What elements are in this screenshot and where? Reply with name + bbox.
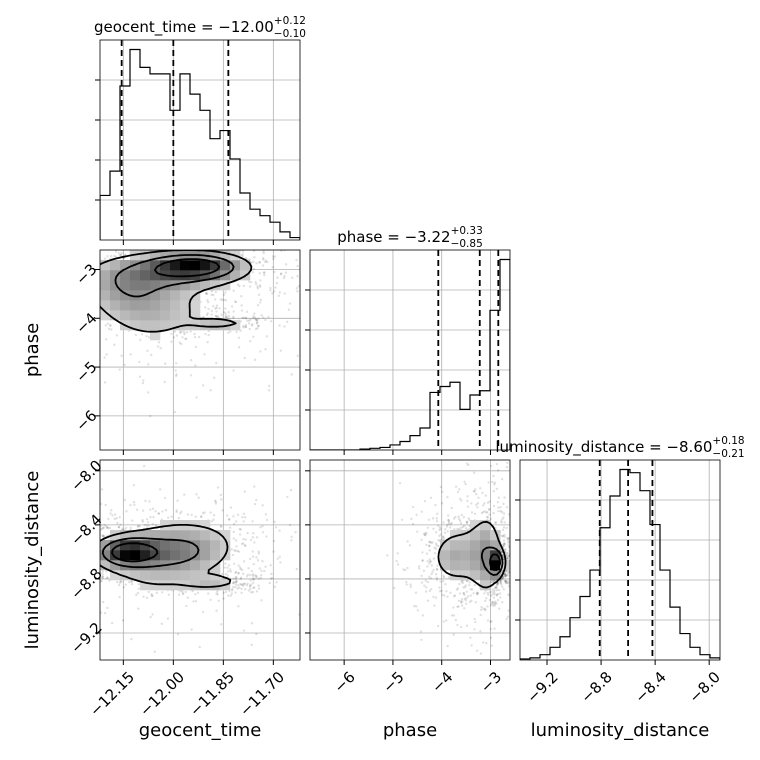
density-panel-geocent_time-luminosity_distance [100, 460, 300, 660]
title-phase: phase = −3.22+0.33 −0.85 [337, 225, 483, 250]
contour-line [114, 254, 235, 298]
x-tick-label: −6 [331, 668, 359, 696]
y-tick-label: −6 [72, 407, 100, 435]
panel-frame [99, 459, 301, 661]
hist-panel-luminosity_distance [520, 460, 720, 660]
contour-line [154, 258, 221, 278]
contour-line [100, 524, 232, 588]
x-tick-label: −8.0 [685, 668, 723, 706]
contour-line [100, 250, 253, 333]
x-axis-label-geocent_time: geocent_time [139, 720, 262, 741]
panel-frame [519, 459, 721, 661]
contour-line [111, 542, 159, 563]
panel-frame [99, 249, 301, 451]
x-tick-label: −12.15 [86, 668, 138, 720]
x-tick-label: −11.70 [236, 668, 288, 720]
y-tick-label: −5 [72, 358, 100, 386]
panel-frame [309, 459, 511, 661]
contour-line [101, 537, 200, 569]
histogram-step-geocent_time [100, 48, 300, 240]
x-tick-label: −4 [428, 668, 456, 696]
x-tick-label: −3 [477, 668, 505, 696]
y-axis-label-phase: phase [22, 323, 43, 377]
y-tick-label: −4 [72, 309, 100, 337]
x-tick-label: −12.00 [136, 668, 188, 720]
x-tick-label: −9.2 [523, 668, 561, 706]
hist-panel-phase [310, 250, 510, 450]
panel-frame [309, 249, 511, 451]
density-panel-geocent_time-phase [100, 250, 300, 450]
contour-line [489, 553, 501, 571]
y-tick-label: −3 [72, 260, 100, 288]
x-axis-label-luminosity_distance: luminosity_distance [531, 720, 710, 741]
panel-frame [99, 39, 301, 241]
histogram-step-luminosity_distance [520, 468, 720, 660]
hist-panel-geocent_time [100, 40, 300, 240]
density-panel-phase-luminosity_distance [310, 460, 510, 660]
y-axis-label-luminosity_distance: luminosity_distance [22, 471, 43, 650]
contour-line [437, 520, 507, 589]
x-tick-label: −5 [379, 668, 407, 696]
title-luminosity_distance: luminosity_distance = −8.60+0.18 −0.21 [495, 435, 744, 460]
contour-line [480, 546, 504, 576]
x-axis-label-phase: phase [383, 720, 437, 741]
x-tick-label: −8.4 [631, 668, 669, 706]
x-tick-label: −8.8 [577, 668, 615, 706]
title-geocent_time: geocent_time = −12.00+0.12 −0.10 [94, 15, 306, 40]
x-tick-label: −11.85 [186, 668, 238, 720]
